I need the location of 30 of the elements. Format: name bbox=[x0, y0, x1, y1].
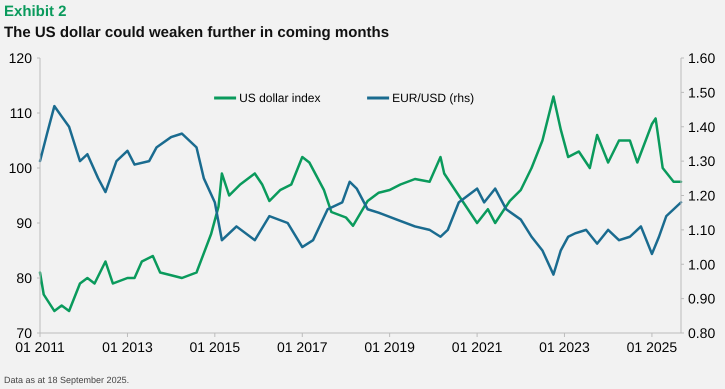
x-tick-label: 01 2019 bbox=[364, 339, 416, 355]
text: Data as at 18 September 2025. bbox=[4, 375, 130, 385]
chart-title: Exhibit 2 bbox=[4, 3, 67, 20]
y-tick-label: 90 bbox=[16, 215, 32, 231]
y2-tick-label: 1.40 bbox=[688, 118, 716, 135]
x-tick-label: 01 2023 bbox=[539, 339, 590, 355]
y-tick-label: 120 bbox=[8, 50, 32, 66]
line-series bbox=[38, 104, 682, 276]
y2-tick-label: 1.10 bbox=[688, 222, 716, 238]
y2-tick-label: 1.30 bbox=[688, 153, 716, 170]
x-tick-label: 01 2021 bbox=[452, 339, 503, 355]
y2-tick-label: 1.60 bbox=[688, 50, 716, 66]
y-tick-label: 70 bbox=[16, 325, 32, 341]
y2-tick-label: 1.20 bbox=[688, 188, 716, 204]
x-tick-label: 01 2015 bbox=[190, 339, 240, 355]
y-tick-label: 80 bbox=[16, 270, 32, 286]
x-tick-label: 01 2017 bbox=[276, 339, 328, 355]
legend-label: US dollar index bbox=[239, 91, 320, 105]
y-tick-label: 110 bbox=[10, 105, 32, 121]
x-tick-label: 01 2025 bbox=[626, 339, 678, 355]
y2-tick-label: 1.00 bbox=[688, 256, 716, 272]
x-tick-label: 01 2013 bbox=[102, 339, 153, 355]
line-series bbox=[38, 95, 682, 312]
y2-tick-label: 0.80 bbox=[688, 325, 716, 341]
x-tick-label: 01 2011 bbox=[15, 339, 65, 355]
legend-label: EUR/USD (rhs) bbox=[392, 91, 474, 105]
y-tick-label: 100 bbox=[8, 160, 32, 176]
chart-subtitle: The US dollar could weaken further in coming months bbox=[4, 24, 390, 41]
y2-tick-label: 1.50 bbox=[688, 84, 716, 100]
y2-tick-label: 0.90 bbox=[688, 290, 716, 307]
